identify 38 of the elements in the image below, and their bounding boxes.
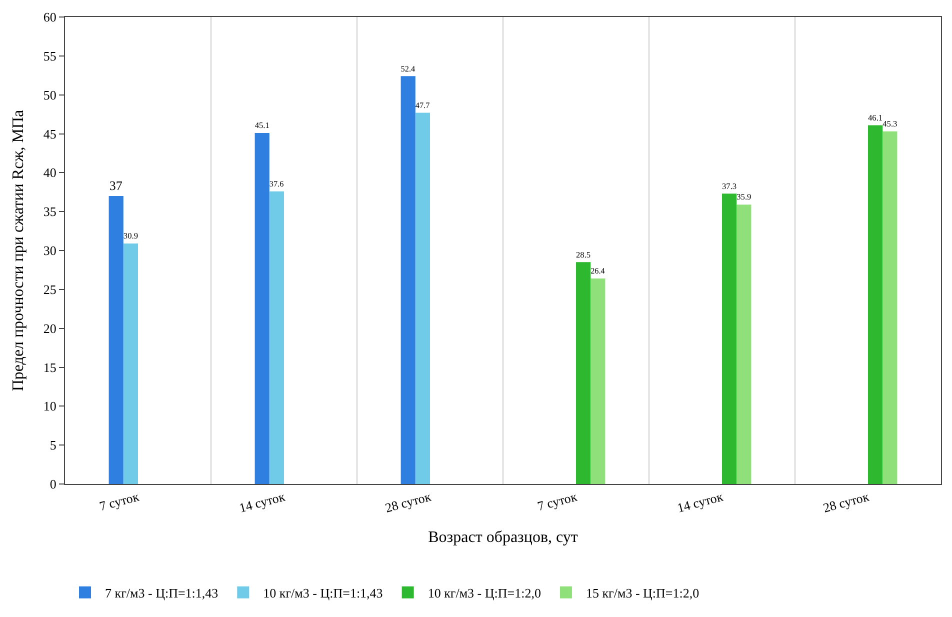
y-tick-label: 20 (43, 320, 56, 336)
bar (269, 191, 284, 484)
bar (882, 131, 898, 484)
y-axis-title: Предел прочности при сжатии Rсж, МПа (10, 110, 27, 392)
y-tick-label: 55 (43, 48, 56, 64)
bar (590, 278, 606, 484)
bar (400, 76, 416, 484)
y-tick-label: 15 (43, 360, 56, 375)
x-tick-label: 7 суток (98, 488, 142, 514)
bar (415, 112, 430, 484)
x-tick-label: 7 суток (536, 488, 580, 514)
y-tick-label: 30 (43, 243, 56, 258)
legend-label: 10 кг/м3 - Ц:П=1:1,43 (263, 585, 383, 600)
y-tick-label: 40 (43, 165, 56, 180)
bar (868, 125, 883, 484)
y-tick-label: 10 (43, 398, 56, 414)
y-tick-label: 5 (50, 438, 56, 453)
x-tick-label: 14 суток (675, 488, 726, 516)
bar (254, 132, 270, 484)
y-tick-label: 50 (43, 87, 56, 102)
y-tick-label: 35 (43, 204, 56, 220)
bar (722, 194, 737, 484)
bar (576, 262, 591, 484)
x-tick-label: 28 суток (383, 488, 434, 516)
legend-label: 7 кг/м3 - Ц:П=1:1,43 (105, 585, 218, 600)
legend-label: 10 кг/м3 - Ц:П=1:2,0 (428, 585, 541, 600)
x-axis-title: Возраст образцов, сут (428, 529, 578, 546)
x-tick-label: 28 суток (821, 488, 872, 516)
bar (736, 204, 752, 484)
y-tick-label: 0 (50, 476, 56, 492)
x-tick-label: 14 суток (237, 488, 288, 516)
y-tick-label: 25 (43, 282, 56, 297)
bar (108, 196, 124, 484)
data-label: 37 (109, 178, 123, 194)
bar (123, 244, 138, 484)
y-tick-label: 45 (43, 126, 56, 142)
y-tick-label: 60 (43, 10, 56, 25)
legend-label: 15 кг/м3 - Ц:П=1:2,0 (586, 585, 700, 600)
